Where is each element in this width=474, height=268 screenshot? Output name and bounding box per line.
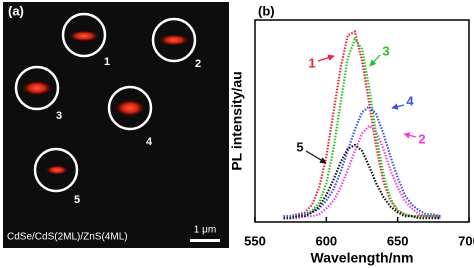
series-label: 1 bbox=[308, 55, 315, 70]
circle bbox=[151, 17, 197, 63]
scale-bar-label: 1 μm bbox=[194, 225, 216, 236]
series-arrow bbox=[317, 54, 335, 62]
series-arrow bbox=[391, 103, 405, 110]
series-arrow bbox=[369, 54, 381, 67]
x-tick-label: 700 bbox=[458, 233, 474, 248]
plot-frame bbox=[254, 19, 470, 223]
series-line bbox=[283, 36, 441, 218]
spot-label: 2 bbox=[195, 58, 201, 70]
panel-a: (a) 1 2 3 4 5 CdSe/CdS(2ML)/ZnS(4ML) 1 μ… bbox=[3, 2, 229, 248]
series-label: 3 bbox=[382, 43, 389, 58]
series-label: 4 bbox=[406, 93, 414, 108]
series-label: 5 bbox=[296, 139, 303, 154]
series-arrow bbox=[403, 132, 417, 139]
series-label: 2 bbox=[418, 131, 425, 146]
panel-b: (b) PL intensity/au Wavelength/nm bbox=[229, 3, 470, 266]
series-line bbox=[283, 124, 441, 220]
spot bbox=[68, 30, 100, 42]
spot bbox=[21, 80, 53, 96]
spot-label: 1 bbox=[104, 56, 110, 68]
spot-label: 5 bbox=[74, 194, 80, 206]
series-line bbox=[283, 143, 441, 220]
scale-bar bbox=[190, 239, 220, 242]
series-line bbox=[283, 105, 441, 218]
spot bbox=[45, 165, 69, 175]
series-arrow bbox=[305, 150, 327, 164]
spot-label: 3 bbox=[56, 110, 62, 122]
x-tick-label: 550 bbox=[244, 233, 266, 248]
x-tick-label: 600 bbox=[315, 233, 337, 248]
circle bbox=[107, 85, 153, 131]
circle bbox=[61, 12, 107, 58]
caption: CdSe/CdS(2ML)/ZnS(4ML) bbox=[7, 232, 128, 243]
spot-label: 4 bbox=[146, 136, 153, 148]
panel-label: (b) bbox=[258, 3, 275, 18]
x-tick-label: 650 bbox=[387, 233, 409, 248]
circle bbox=[33, 147, 79, 193]
circle bbox=[14, 65, 60, 111]
spot bbox=[114, 99, 146, 117]
panel-label: (a) bbox=[8, 3, 24, 18]
spot bbox=[158, 34, 190, 46]
x-axis-label: Wavelength/nm bbox=[311, 250, 414, 266]
series-line bbox=[283, 29, 441, 218]
y-axis-label: PL intensity/au bbox=[229, 71, 245, 170]
